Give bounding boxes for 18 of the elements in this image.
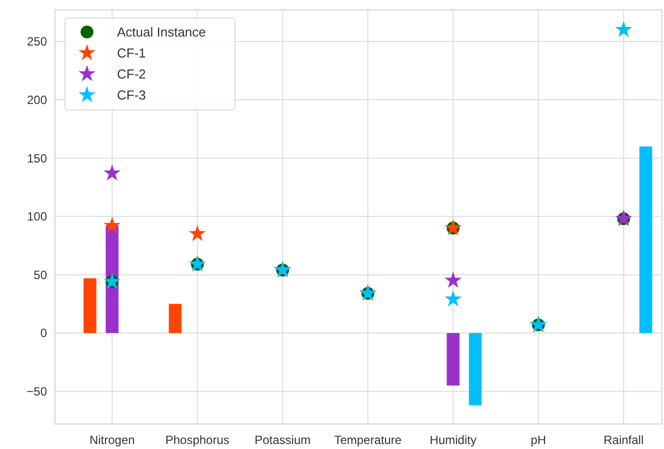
y-tick-label: 150 [26,151,48,166]
x-tick-label: Potassium [254,433,311,447]
y-tick-label: 250 [26,34,48,49]
x-tick-label: pH [530,433,546,447]
legend-label: CF-3 [117,88,146,103]
y-tick-label: 0 [40,326,48,340]
x-tick-label: Rainfall [604,433,644,447]
y-tick-label: 200 [26,92,48,107]
x-tick-label: Temperature [334,433,402,447]
legend-label: Actual Instance [117,24,206,40]
y-tick-label: 50 [34,268,48,282]
x-tick-label: Humidity [430,433,476,447]
legend-label: CF-2 [117,66,146,82]
legend-label: CF-1 [117,46,146,61]
x-tick-label: Nitrogen [89,433,135,447]
y-tick-label: −50 [26,384,48,399]
x-tick-label: Phosphorus [165,433,230,447]
y-tick-label: 100 [26,210,48,224]
